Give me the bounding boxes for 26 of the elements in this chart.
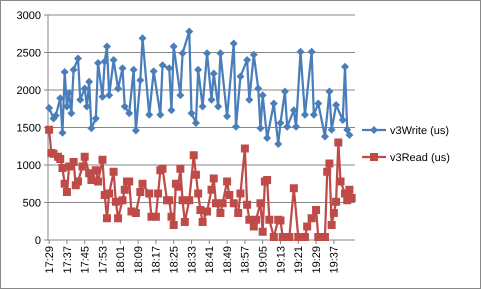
x-tick-label: 17:53 bbox=[97, 246, 110, 274]
x-tick-label: 17:45 bbox=[80, 246, 92, 274]
legend-label: v3Write (us) bbox=[390, 124, 450, 137]
y-tick-label: 2500 bbox=[16, 47, 41, 60]
x-tick-label: 18:01 bbox=[115, 246, 128, 274]
x-tick-label: 18:09 bbox=[132, 246, 145, 274]
x-tick-label: 18:33 bbox=[186, 246, 198, 274]
y-tick-label: 2000 bbox=[16, 84, 41, 97]
legend-label: v3Read (us) bbox=[390, 152, 450, 164]
x-tick-label: 19:21 bbox=[293, 246, 306, 274]
x-tick-label: 19:29 bbox=[310, 246, 323, 274]
x-tick-label: 18:25 bbox=[168, 246, 181, 274]
x-tick-label: 18:17 bbox=[150, 246, 163, 274]
x-tick-label: 18:57 bbox=[240, 246, 252, 274]
y-tick-label: 0 bbox=[34, 234, 41, 247]
x-tick-label: 17:29 bbox=[44, 246, 56, 274]
x-tick-label: 18:49 bbox=[222, 246, 234, 274]
x-tick-label: 19:05 bbox=[258, 246, 270, 274]
y-tick-label: 500 bbox=[22, 197, 41, 210]
y-tick-label: 3000 bbox=[16, 10, 41, 22]
y-tick-label: 1500 bbox=[16, 122, 41, 134]
x-tick-label: 19:37 bbox=[328, 246, 341, 274]
x-tick-label: 18:41 bbox=[204, 246, 216, 274]
x-tick-label: 17:37 bbox=[62, 246, 74, 274]
y-tick-label: 1000 bbox=[16, 160, 41, 172]
x-tick-label: 19:13 bbox=[275, 246, 288, 274]
